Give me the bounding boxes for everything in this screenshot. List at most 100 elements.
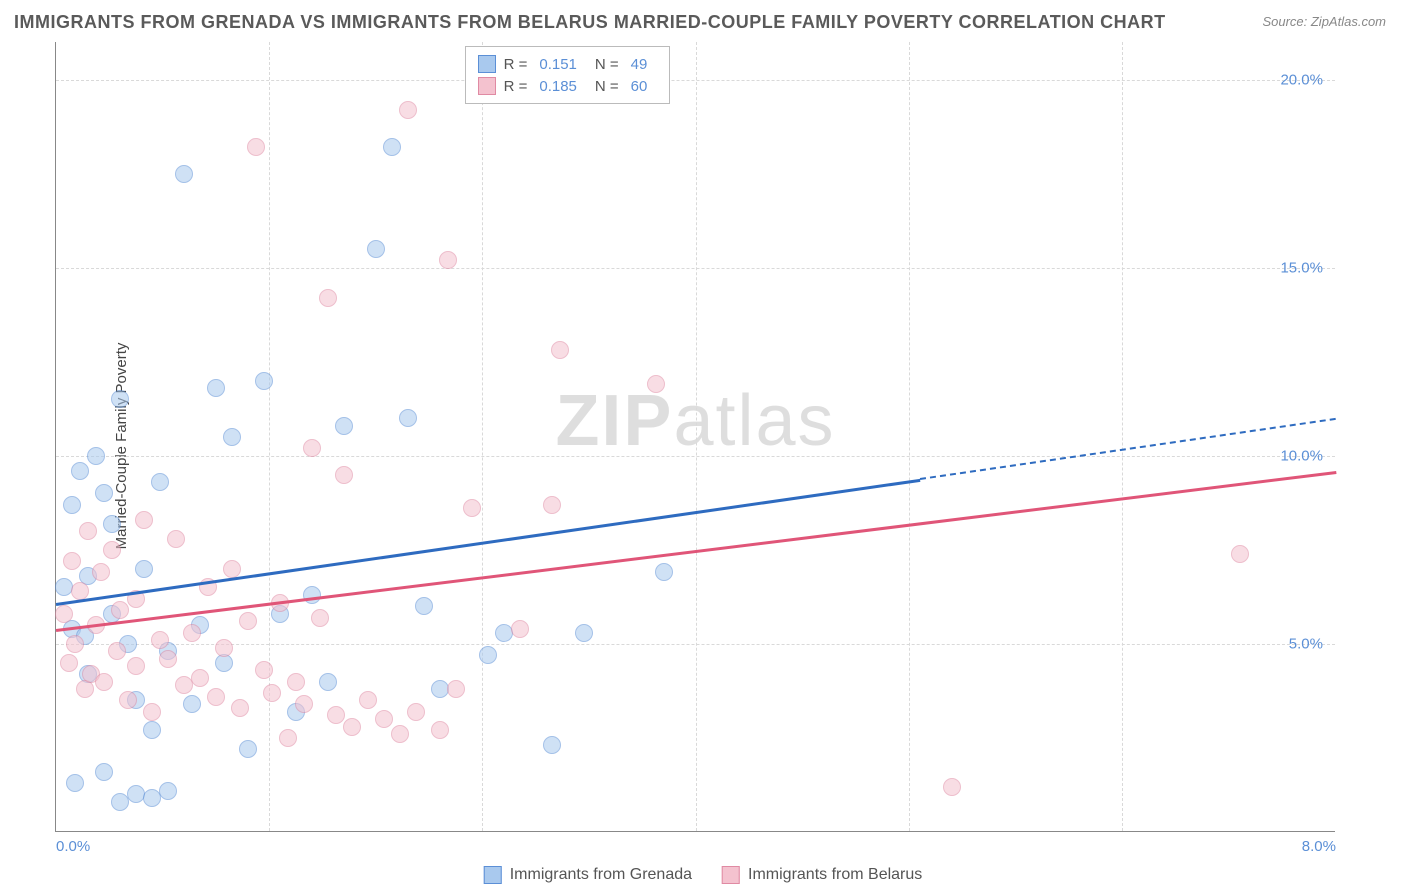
scatter-point [55, 578, 73, 596]
y-tick-label: 20.0% [1280, 71, 1323, 88]
scatter-point [127, 657, 145, 675]
scatter-point [655, 563, 673, 581]
series-name: Immigrants from Belarus [748, 866, 922, 884]
scatter-point [383, 138, 401, 156]
scatter-point [71, 462, 89, 480]
scatter-point [183, 695, 201, 713]
scatter-point [95, 763, 113, 781]
gridline-v [696, 42, 697, 831]
scatter-point [103, 541, 121, 559]
scatter-point [399, 101, 417, 119]
legend-r-value: 0.151 [539, 56, 577, 73]
scatter-point [66, 774, 84, 792]
scatter-point [575, 624, 593, 642]
scatter-point [95, 673, 113, 691]
scatter-point [60, 654, 78, 672]
legend-r-label: R = [504, 56, 528, 73]
scatter-point [63, 552, 81, 570]
scatter-point [551, 341, 569, 359]
scatter-point [159, 782, 177, 800]
legend-row: R = 0.151 N = 49 [478, 53, 658, 75]
x-tick-label-max: 8.0% [1302, 838, 1336, 855]
legend-row: R =0.185N =60 [478, 75, 658, 97]
scatter-point [479, 646, 497, 664]
legend-n-label: N = [595, 56, 619, 73]
scatter-point [279, 729, 297, 747]
scatter-point [335, 417, 353, 435]
scatter-point [167, 530, 185, 548]
trend-line-extrapolated [920, 418, 1336, 480]
scatter-point [215, 639, 233, 657]
scatter-point [223, 560, 241, 578]
scatter-point [127, 785, 145, 803]
legend-r-value: 0.185 [539, 78, 577, 95]
scatter-point [207, 688, 225, 706]
gridline-v [909, 42, 910, 831]
scatter-point [391, 725, 409, 743]
scatter-point [543, 736, 561, 754]
scatter-point [119, 691, 137, 709]
scatter-point [111, 601, 129, 619]
scatter-point [151, 473, 169, 491]
scatter-point [319, 673, 337, 691]
scatter-point [399, 409, 417, 427]
scatter-point [327, 706, 345, 724]
scatter-point [415, 597, 433, 615]
scatter-point [135, 511, 153, 529]
scatter-point [63, 496, 81, 514]
scatter-point [311, 609, 329, 627]
scatter-point [343, 718, 361, 736]
scatter-point [543, 496, 561, 514]
scatter-point [191, 669, 209, 687]
scatter-point [367, 240, 385, 258]
series-name: Immigrants from Grenada [510, 866, 692, 884]
scatter-point [55, 605, 73, 623]
scatter-point [231, 699, 249, 717]
chart-title: IMMIGRANTS FROM GRENADA VS IMMIGRANTS FR… [14, 12, 1166, 33]
scatter-point [287, 673, 305, 691]
scatter-point [263, 684, 281, 702]
bottom-legend-item: Immigrants from Grenada [484, 866, 692, 884]
scatter-point [111, 390, 129, 408]
scatter-point [319, 289, 337, 307]
scatter-point [647, 375, 665, 393]
scatter-point [143, 721, 161, 739]
gridline-v [1122, 42, 1123, 831]
scatter-point [207, 379, 225, 397]
scatter-point [255, 661, 273, 679]
scatter-point [239, 740, 257, 758]
legend-swatch [484, 866, 502, 884]
scatter-point [143, 703, 161, 721]
scatter-point [66, 635, 84, 653]
scatter-point [95, 484, 113, 502]
plot-area: ZIPatlas 5.0%10.0%15.0%20.0%0.0%8.0% [55, 42, 1335, 832]
scatter-point [87, 447, 105, 465]
gridline-v [482, 42, 483, 831]
gridline-v [269, 42, 270, 831]
scatter-point [407, 703, 425, 721]
scatter-point [439, 251, 457, 269]
scatter-point [223, 428, 241, 446]
legend-n-value: 60 [631, 78, 648, 95]
trend-line [56, 478, 920, 605]
scatter-point [92, 563, 110, 581]
legend-n-value: 49 [631, 56, 648, 73]
scatter-point [303, 586, 321, 604]
scatter-point [183, 624, 201, 642]
scatter-point [175, 165, 193, 183]
bottom-legend: Immigrants from Grenada Immigrants from B… [484, 866, 923, 884]
legend-swatch [478, 77, 496, 95]
scatter-point [108, 642, 126, 660]
scatter-point [359, 691, 377, 709]
scatter-point [463, 499, 481, 517]
source-label: Source: ZipAtlas.com [1262, 14, 1386, 29]
scatter-point [303, 439, 321, 457]
scatter-point [255, 372, 273, 390]
scatter-point [135, 560, 153, 578]
scatter-point [247, 138, 265, 156]
legend-r-label: R = [504, 78, 528, 95]
scatter-point [375, 710, 393, 728]
scatter-point [511, 620, 529, 638]
scatter-point [151, 631, 169, 649]
scatter-point [1231, 545, 1249, 563]
